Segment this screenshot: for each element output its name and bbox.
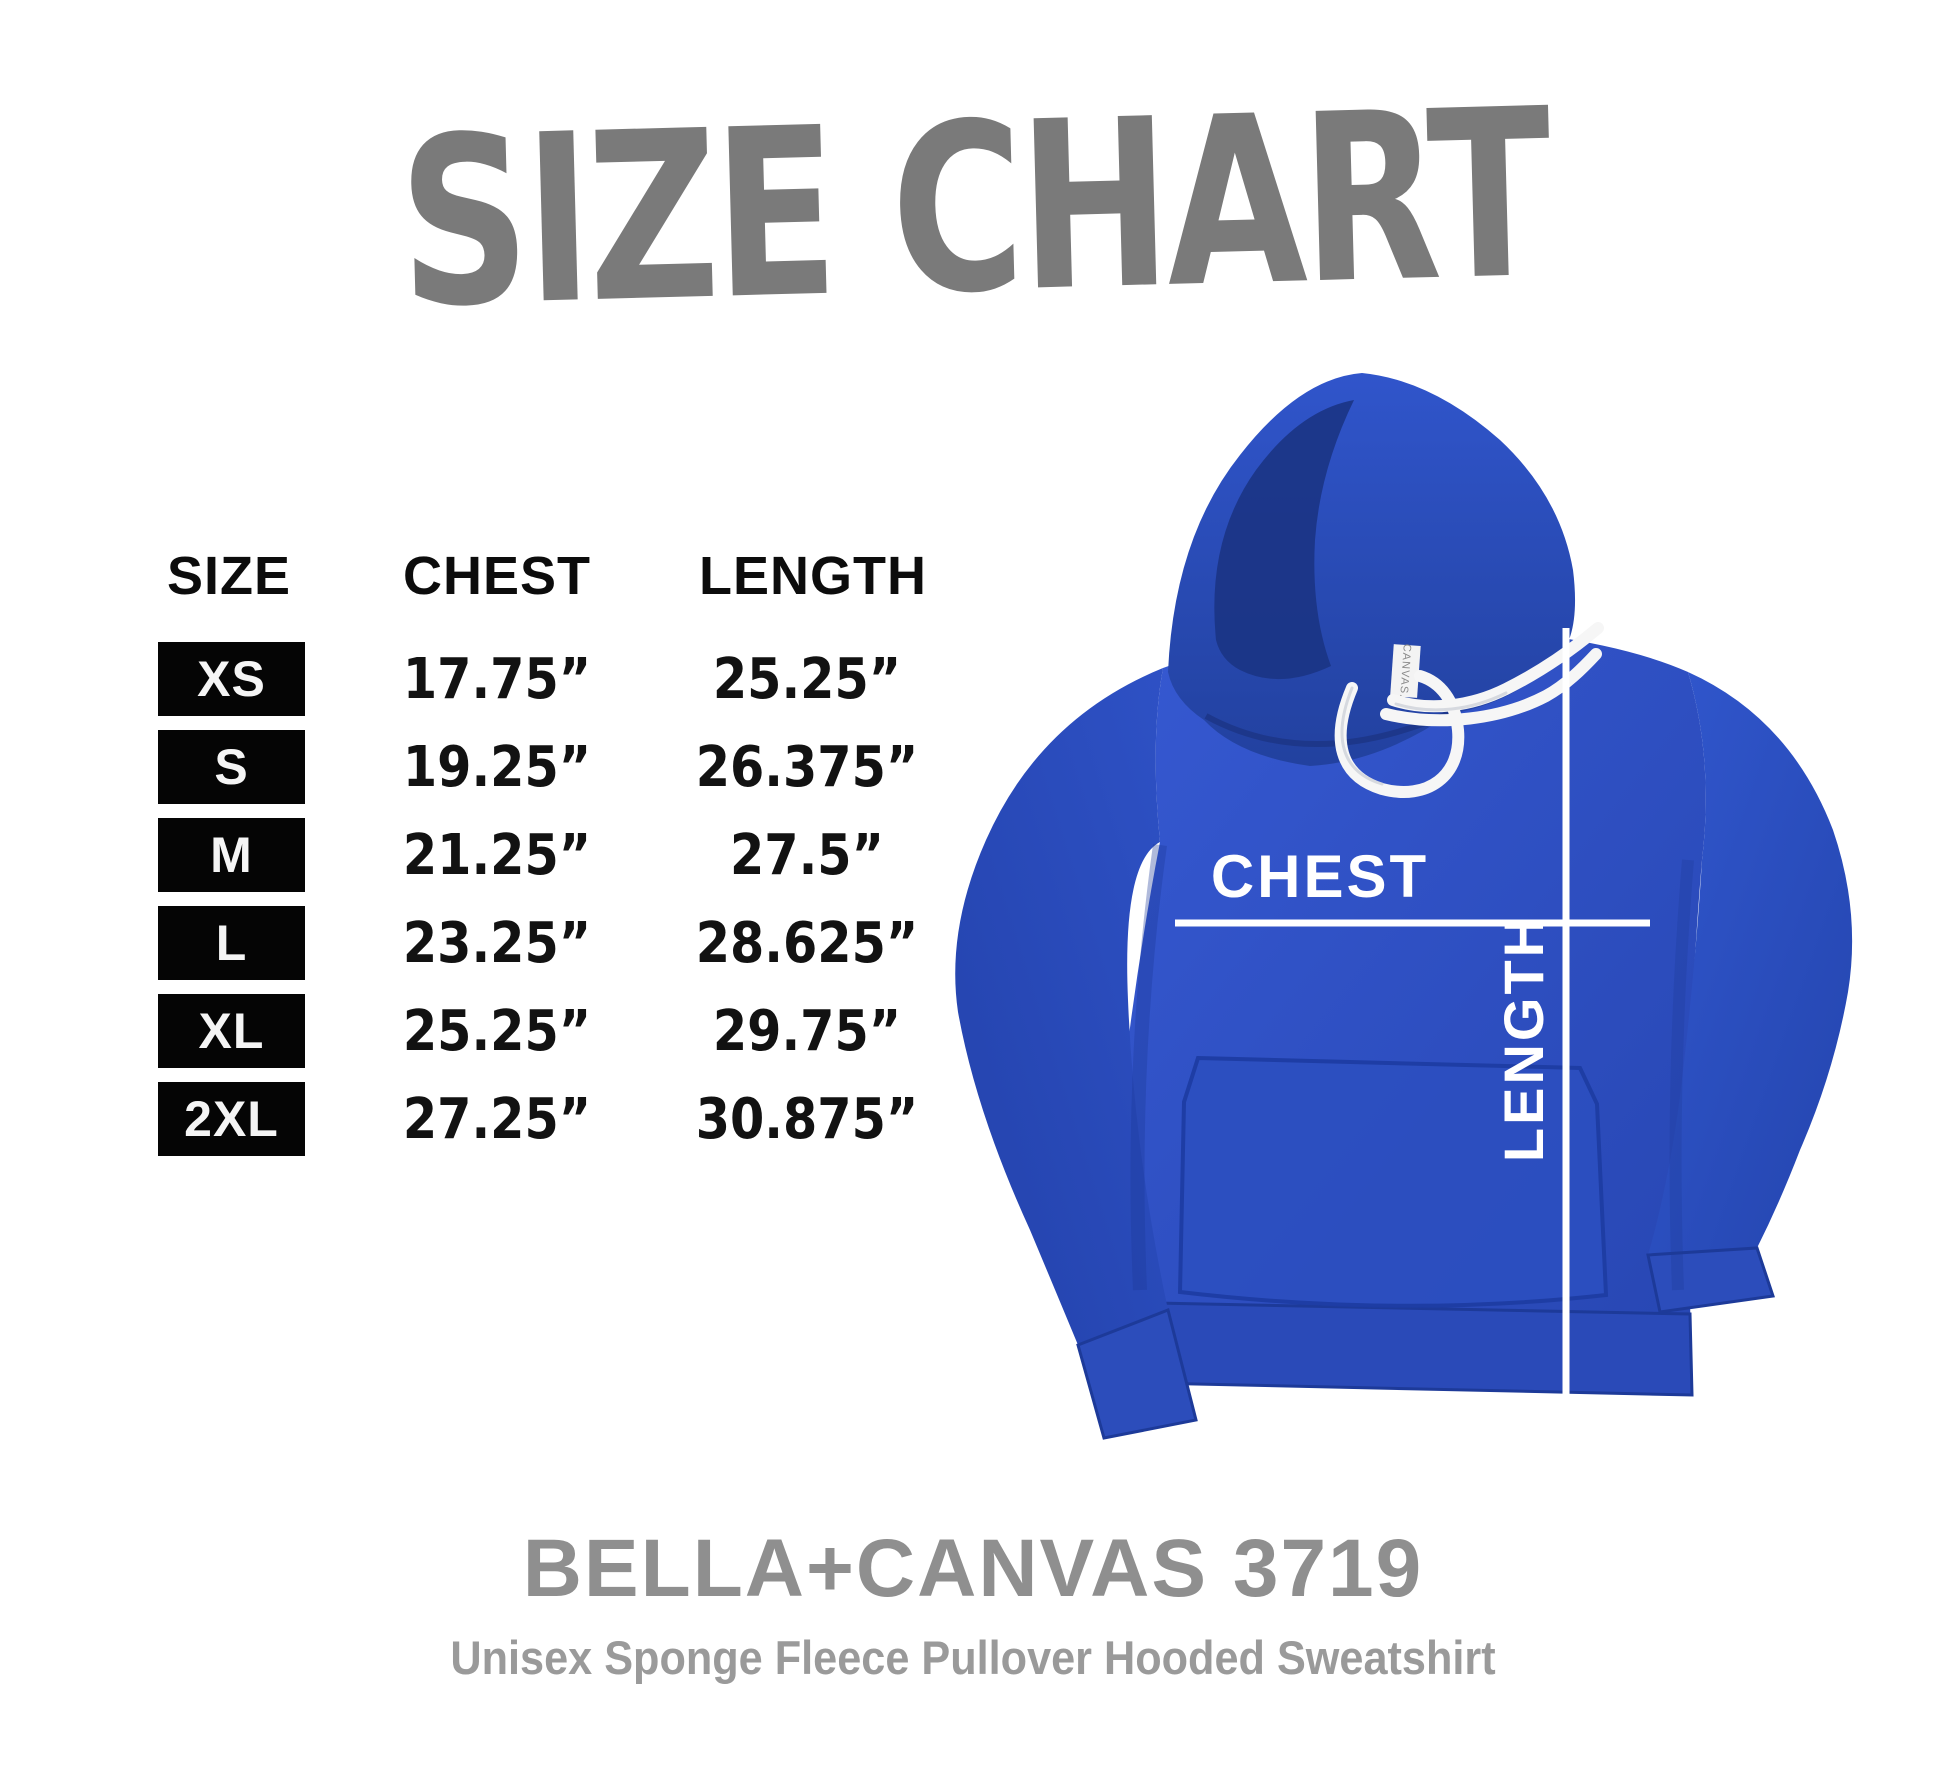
- hoodie-pocket: [1177, 1055, 1609, 1308]
- product-name: BELLA+CANVAS 3719: [522, 1523, 1424, 1614]
- table-row-l: L 23.25” 28.625”: [0, 906, 960, 980]
- product-description: Unisex Sponge Fleece Pullover Hooded Swe…: [450, 1631, 1496, 1684]
- size-badge: S: [158, 730, 305, 804]
- size-badge: 2XL: [158, 1082, 305, 1156]
- hoodie-left-cuff: [1076, 1307, 1198, 1440]
- size-badge: L: [158, 906, 305, 980]
- table-row-2xl: 2XL 27.25” 30.875”: [0, 1082, 960, 1156]
- size-badge: XS: [158, 642, 305, 716]
- length-value: 25.25”: [712, 646, 902, 712]
- hoodie-hood-interior: [1214, 400, 1354, 680]
- chest-value: 25.25”: [402, 998, 592, 1064]
- table-row-xs: XS 17.75” 25.25”: [0, 642, 960, 716]
- hoodie-collar-seam: [1204, 709, 1454, 748]
- hoodie-photo-illustration: CANVAS. CHEST LENGTH: [955, 373, 1853, 1440]
- neck-tag-text: CANVAS.: [1397, 643, 1413, 698]
- column-header-length: LENGTH: [699, 546, 927, 606]
- chest-value: 21.25”: [402, 822, 592, 888]
- hoodie-fold-shadow: [1130, 844, 1167, 1291]
- chest-value: 17.75”: [402, 646, 592, 712]
- table-row-xl: XL 25.25” 29.75”: [0, 994, 960, 1068]
- drawstrings: [1334, 622, 1604, 798]
- hoodie-right-cuff: [1646, 1246, 1775, 1314]
- neck-tag: CANVAS.: [1390, 643, 1421, 699]
- size-table: SIZE CHEST LENGTH XS 17.75” 25.25” S 19.…: [0, 0, 960, 1240]
- table-row-m: M 21.25” 27.5”: [0, 818, 960, 892]
- table-row-s: S 19.25” 26.375”: [0, 730, 960, 804]
- drawstrings-shade: [1340, 686, 1508, 786]
- length-value: 28.625”: [695, 910, 919, 976]
- chest-line-label: CHEST: [1211, 843, 1429, 910]
- size-badge: M: [158, 818, 305, 892]
- hoodie-figure: CANVAS. CHEST LENGTH: [920, 350, 1910, 1480]
- size-badge: XL: [158, 994, 305, 1068]
- length-value: 27.5”: [730, 822, 884, 888]
- length-value: 29.75”: [712, 998, 902, 1064]
- column-header-chest: CHEST: [402, 546, 592, 606]
- length-line-label: LENGTH: [1492, 914, 1555, 1162]
- chest-value: 27.25”: [402, 1086, 592, 1152]
- chest-value: 23.25”: [402, 910, 592, 976]
- hoodie-fold-shadow: [1669, 859, 1694, 1291]
- column-header-size: SIZE: [166, 546, 292, 606]
- hoodie-right-sleeve: [1648, 672, 1853, 1255]
- chest-value: 19.25”: [402, 734, 592, 800]
- hoodie-hem-band: [1102, 1300, 1694, 1397]
- length-value: 26.375”: [695, 734, 919, 800]
- hoodie-left-sleeve: [955, 668, 1168, 1345]
- length-value: 30.875”: [695, 1086, 919, 1152]
